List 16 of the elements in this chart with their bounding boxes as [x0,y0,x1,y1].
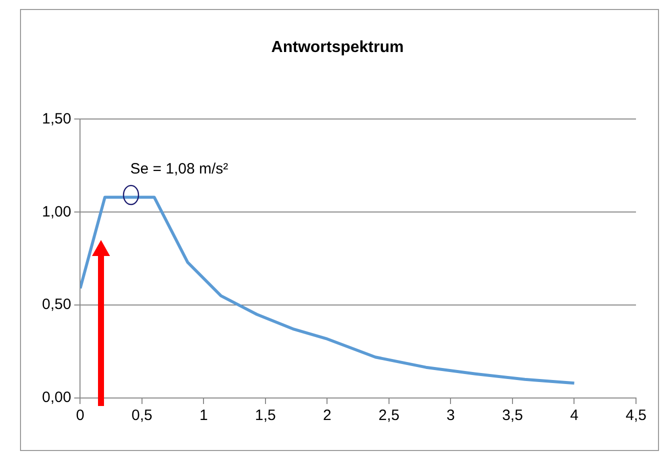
x-tick-label: 1 [200,407,208,424]
y-tick-label: 0,00 [42,389,72,406]
annotation: Se = 1,08 m/s² [130,160,228,178]
chart-title: Antwortspektrum [271,39,404,56]
y-tick-label: 0,50 [42,296,72,314]
x-tick-label: 3 [446,407,455,424]
x-tick-label: 3,5 [502,407,523,424]
x-tick-label: 0 [76,407,84,424]
x-tick-label: 2,5 [378,407,400,424]
x-tick-label: 2 [323,407,332,424]
y-tick-label: 1,00 [42,203,72,220]
x-tick-label: 1,5 [255,407,276,424]
x-tick-label: 4 [570,407,578,424]
x-tick-label: 4,5 [626,407,646,424]
x-tick-label: 0,5 [132,407,152,424]
y-tick-label: 1,50 [42,110,72,128]
